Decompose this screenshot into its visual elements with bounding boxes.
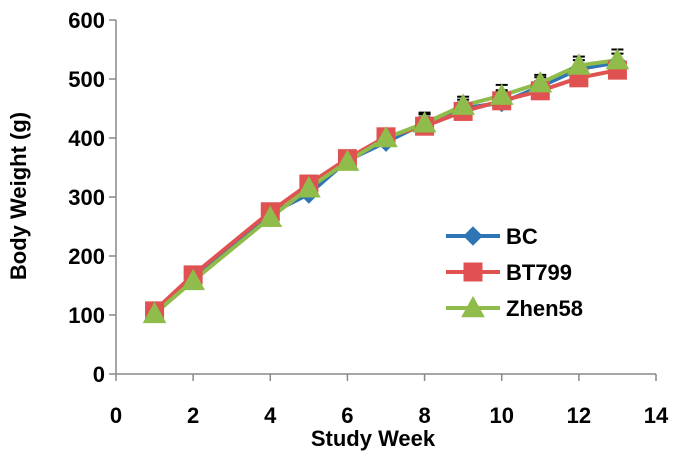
x-tick-label: 14 [644,403,669,428]
tick-labels: 0 100 200 300 400 500 600 0 2 4 6 8 10 12 14 [68,8,669,428]
y-tick-label: 500 [68,67,105,92]
x-tick-label: 8 [418,403,430,428]
x-axis-title: Study Week [311,426,436,451]
y-tick-label: 600 [68,8,105,33]
data-point-zhen58 [335,149,360,171]
x-tick-label: 0 [110,403,122,428]
legend: BC BT799 Zhen58 [446,224,583,321]
data-point-zhen58 [258,205,283,227]
y-axis-title: Body Weight (g) [6,112,31,280]
y-tick-label: 300 [68,185,105,210]
x-tick-label: 10 [489,403,513,428]
y-tick-label: 100 [68,303,105,328]
x-tick-label: 12 [567,403,591,428]
legend-label-zhen58: Zhen58 [506,296,583,321]
data-point-zhen58 [451,93,475,115]
y-tick-label: 200 [68,244,105,269]
y-tick-label: 400 [68,126,105,151]
series-markers [142,48,630,324]
x-tick-label: 6 [341,403,353,428]
x-tick-label: 2 [187,403,199,428]
data-point-zhen58 [605,48,630,70]
data-point-zhen58 [489,83,514,105]
axes [109,19,657,381]
legend-marker-bc [463,226,483,246]
data-point-zhen58 [297,176,321,198]
y-tick-label: 0 [93,362,105,387]
data-point-zhen58 [567,53,591,75]
legend-marker-bt799 [463,262,483,282]
data-point-zhen58 [181,268,205,291]
legend-label-bc: BC [506,224,538,249]
series-line-zhen58 [153,58,618,316]
legend-label-bt799: BT799 [506,260,572,285]
x-tick-label: 4 [264,403,277,428]
data-point-zhen58 [142,301,167,324]
data-point-zhen58 [374,125,398,148]
data-point-zhen58 [412,111,437,133]
legend-marker-zhen58 [461,295,485,318]
data-point-zhen58 [528,71,553,93]
